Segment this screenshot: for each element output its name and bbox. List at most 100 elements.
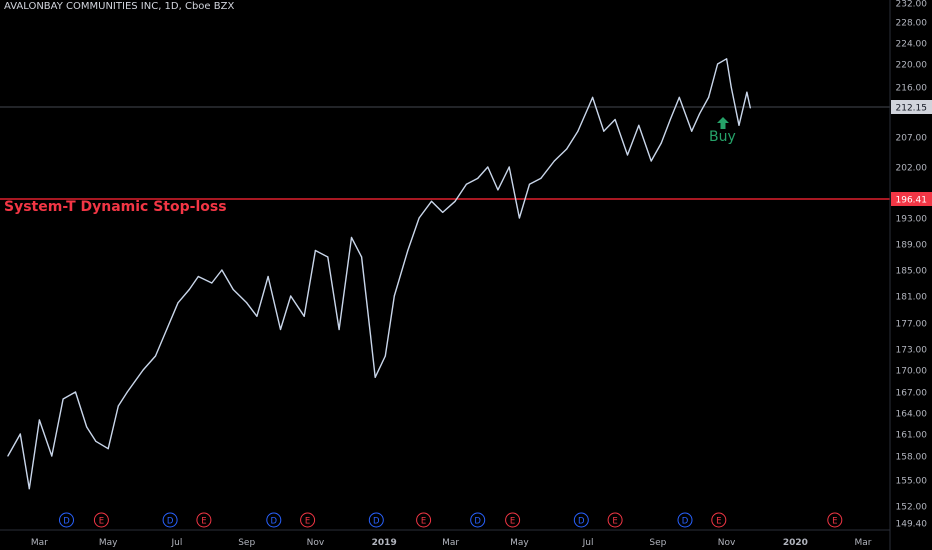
svg-text:D: D xyxy=(271,517,278,527)
x-tick-label: Mar xyxy=(31,538,48,548)
price-point xyxy=(279,328,282,331)
price-point xyxy=(497,189,499,191)
price-point xyxy=(38,419,41,421)
svg-text:D: D xyxy=(63,517,70,527)
dividend-marker[interactable]: D xyxy=(677,512,693,528)
price-point xyxy=(384,355,386,357)
chart-title: AVALONBAY COMMUNITIES INC, 1D, Cboe BZX xyxy=(4,1,235,12)
svg-text:E: E xyxy=(305,517,310,527)
earnings-marker[interactable]: E xyxy=(827,512,843,528)
price-point xyxy=(407,249,409,252)
y-tick-label: 185.00 xyxy=(896,267,928,277)
x-tick-label: Sep xyxy=(238,538,255,548)
price-point xyxy=(86,426,88,428)
price-point xyxy=(749,107,751,109)
y-tick-label: 167.00 xyxy=(896,389,928,399)
price-point xyxy=(430,200,433,202)
y-tick-label: 224.00 xyxy=(896,40,928,50)
svg-text:D: D xyxy=(474,517,481,527)
price-point xyxy=(699,113,701,115)
price-point xyxy=(442,211,444,213)
x-tick-label: Nov xyxy=(718,538,736,548)
y-tick-label: 216.00 xyxy=(896,84,928,94)
price-point xyxy=(603,130,605,132)
earnings-marker[interactable]: E xyxy=(711,512,727,528)
svg-text:D: D xyxy=(682,517,689,527)
price-point xyxy=(566,148,568,150)
price-point xyxy=(267,275,269,278)
price-point xyxy=(465,183,467,185)
y-tick-label: 207.00 xyxy=(896,134,928,144)
price-point xyxy=(51,455,53,457)
y-tick-label: 220.00 xyxy=(896,61,928,71)
price-point xyxy=(626,154,629,156)
dividend-marker[interactable]: D xyxy=(470,512,486,528)
price-point xyxy=(592,96,594,98)
price-point xyxy=(614,118,616,121)
price-point xyxy=(327,256,329,258)
y-tick-label: 196.41 xyxy=(896,196,928,206)
x-tick-label: 2020 xyxy=(783,538,808,548)
price-point xyxy=(540,177,542,179)
x-tick-label: May xyxy=(510,538,529,548)
x-tick-label: Mar xyxy=(442,538,459,548)
price-point xyxy=(303,315,305,317)
y-tick-label: 193.00 xyxy=(896,215,928,225)
price-point xyxy=(221,269,223,271)
price-point xyxy=(28,488,30,490)
price-point xyxy=(374,376,376,378)
svg-text:E: E xyxy=(510,517,515,527)
price-point xyxy=(508,166,510,168)
price-point xyxy=(650,160,652,162)
dividend-marker[interactable]: D xyxy=(59,512,74,528)
y-tick-label: 177.00 xyxy=(896,320,928,330)
earnings-marker[interactable]: E xyxy=(93,512,109,528)
earnings-marker[interactable]: E xyxy=(196,512,212,528)
dividend-marker[interactable]: D xyxy=(162,512,178,528)
svg-text:E: E xyxy=(99,517,104,527)
price-point xyxy=(142,369,144,371)
time-axis[interactable]: Mar May Jul Sep Nov 2019 Mar May Jul Sep Nov 2020 Ma… xyxy=(31,538,872,548)
earnings-marker[interactable]: E xyxy=(505,512,521,528)
price-point xyxy=(350,236,353,239)
y-tick-label: 155.00 xyxy=(896,477,928,487)
price-point xyxy=(256,315,258,317)
price-point xyxy=(361,256,363,258)
price-axis[interactable]: 149.40 152.00 155.00 158.00 161.00 164.00 167.… xyxy=(891,0,932,530)
price-point xyxy=(528,183,531,185)
price-point xyxy=(188,288,190,291)
dividend-marker[interactable]: D xyxy=(368,512,384,528)
price-point xyxy=(487,166,489,168)
up-arrow-icon xyxy=(717,117,729,129)
svg-text:D: D xyxy=(373,517,380,527)
x-tick-label: Mar xyxy=(855,538,872,548)
stop-price-badge xyxy=(891,192,932,206)
y-tick-label: 158.00 xyxy=(896,453,928,463)
price-point xyxy=(107,448,109,450)
svg-text:D: D xyxy=(578,517,585,527)
price-point xyxy=(166,328,168,331)
dividend-marker[interactable]: D xyxy=(266,512,282,528)
price-point xyxy=(74,391,77,393)
svg-text:E: E xyxy=(421,517,426,527)
y-tick-label: 152.00 xyxy=(896,503,928,513)
y-tick-label: 232.00 xyxy=(896,0,928,10)
earnings-marker[interactable]: E xyxy=(300,512,316,528)
price-point xyxy=(660,142,662,144)
price-point xyxy=(370,335,372,337)
price-point xyxy=(669,118,671,121)
y-tick-label: 149.40 xyxy=(896,520,928,530)
price-point xyxy=(197,275,199,278)
price-point xyxy=(7,455,9,457)
price-point xyxy=(708,96,710,98)
dividend-marker[interactable]: D xyxy=(573,512,589,528)
price-point xyxy=(577,130,579,132)
plot-area[interactable] xyxy=(0,58,890,490)
price-point xyxy=(314,249,316,252)
y-tick-label: 161.00 xyxy=(896,431,928,441)
price-point xyxy=(232,288,234,291)
earnings-marker[interactable]: E xyxy=(607,512,623,528)
earnings-marker[interactable]: E xyxy=(416,512,432,528)
